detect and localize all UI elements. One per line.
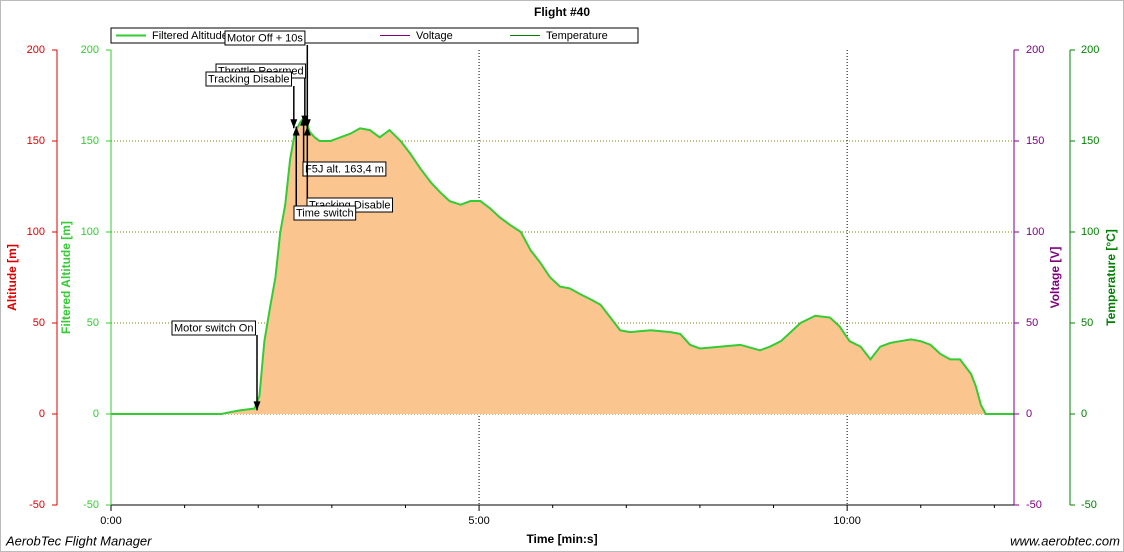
y-tick-label: 0 [1026,408,1032,420]
y-tick-label: 200 [1081,44,1099,56]
annotation-arrowhead [253,401,261,411]
y-tick-label: -50 [83,499,99,511]
annotation-label: Tracking Disable [208,73,290,85]
x-tick-label: 5:00 [468,515,489,527]
annotation-label: Motor Off + 10s [227,32,303,44]
y-tick-label: 50 [1081,317,1093,329]
x-axis-title: Time [min:s] [526,532,597,546]
y-tick-label: 200 [27,44,45,56]
annotation: Motor switch On [171,320,261,411]
annotation-arrowhead [303,126,311,136]
annotation-box [293,205,357,221]
y-tick-label: 50 [1026,317,1038,329]
footer-left: AerobTec Flight Manager [5,533,152,548]
footer-right: www.aerobtec.com [1010,533,1120,548]
y-tick-label: 200 [1026,44,1044,56]
annotation: Tracking Disable [205,71,298,129]
area-fill [111,116,1014,414]
y-tick-label: 100 [81,226,99,238]
annotation-label: Time switch [296,207,354,219]
annotation-box [224,30,306,46]
y-tick-label: 150 [81,135,99,147]
annotation-arrowhead [290,119,298,129]
chart-title: Flight #40 [534,5,590,19]
y-tick-label: 0 [1081,408,1087,420]
x-tick-label: 0:00 [100,515,121,527]
annotation-label: Motor switch On [174,322,253,334]
y-axis-title: Filtered Altitude [m] [59,221,73,334]
y-axis-title: Altitude [m] [5,244,19,311]
y-tick-label: 50 [87,317,99,329]
x-tick-label: 10:00 [833,515,861,527]
y-tick-label: 50 [33,317,45,329]
y-tick-label: 0 [93,408,99,420]
annotation-arrowhead [292,126,300,136]
y-tick-label: 200 [81,44,99,56]
annotation: F5J alt. 163,4 m [300,116,387,177]
legend-label: Voltage [416,30,453,42]
legend-label: Temperature [546,30,608,42]
y-tick-label: 100 [1081,226,1099,238]
y-tick-label: 100 [27,226,45,238]
y-tick-label: 150 [1081,135,1099,147]
y-tick-label: -50 [1026,499,1042,511]
y-tick-label: 150 [1026,135,1044,147]
y-tick-label: 0 [39,408,45,420]
annotation-box [171,320,256,336]
series-line [111,114,1014,415]
annotation-label: F5J alt. 163,4 m [305,163,384,175]
y-tick-label: -50 [29,499,45,511]
legend-label: Filtered Altitude [152,30,228,42]
annotation: Time switch [292,126,357,221]
y-tick-label: -50 [1081,499,1097,511]
y-axis-title: Temperature [°C] [1104,229,1118,326]
annotation-box [205,71,293,87]
y-axis-title: Voltage [V] [1048,247,1062,309]
y-tick-label: 150 [27,135,45,147]
y-tick-label: 100 [1026,226,1044,238]
annotation-arrowhead [300,116,308,126]
annotation-box [302,161,387,177]
